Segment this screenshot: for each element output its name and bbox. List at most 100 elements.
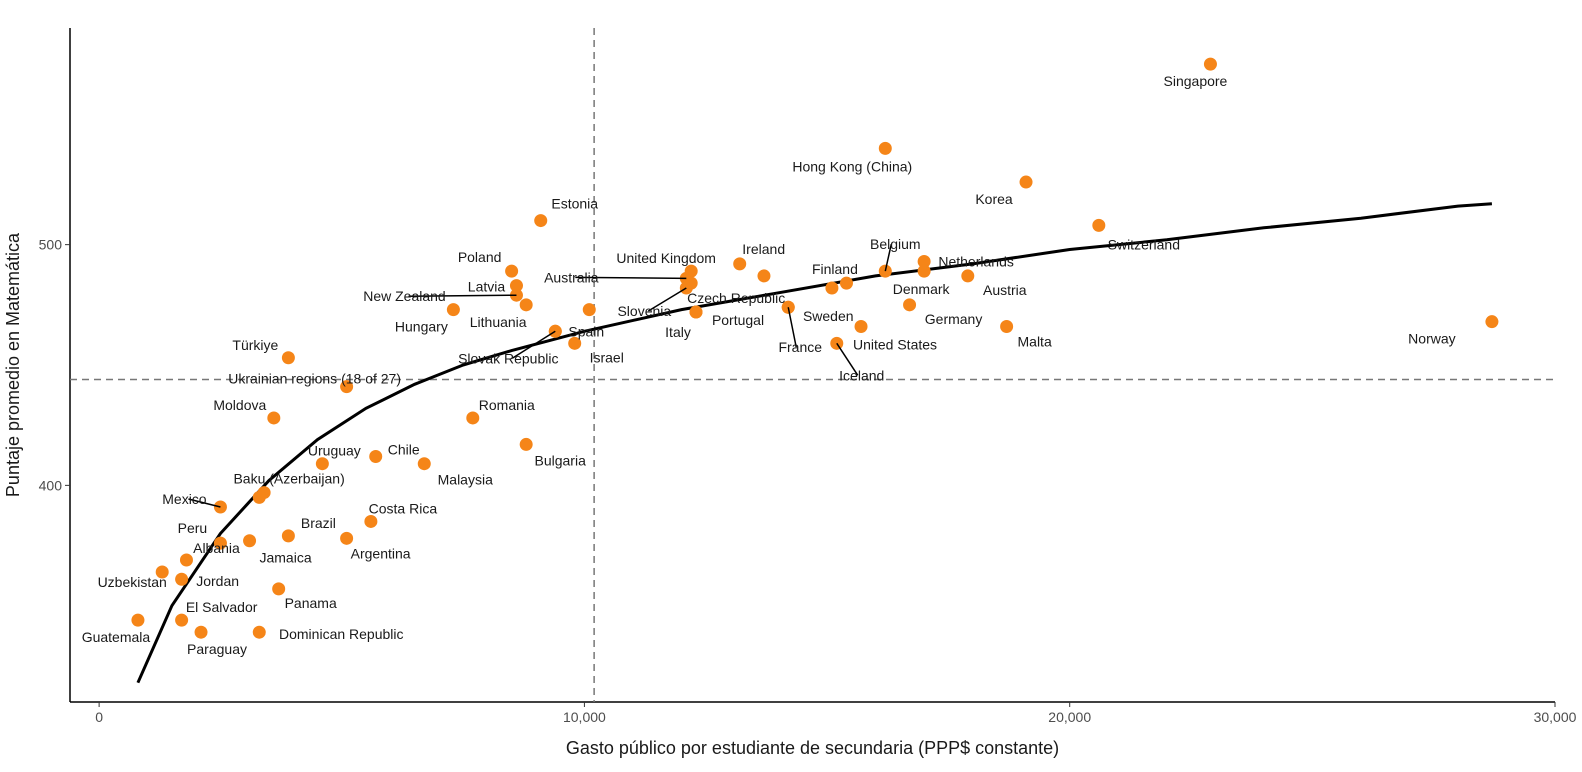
point-label: Ireland	[742, 241, 785, 257]
label-leader-line	[836, 342, 859, 376]
point-label: Latvia	[468, 279, 506, 295]
point-label: Israel	[590, 349, 624, 365]
data-point	[689, 305, 703, 319]
point-label: Hungary	[395, 319, 448, 335]
point-label: Romania	[479, 397, 535, 413]
x-tick-label: 0	[95, 709, 103, 725]
point-label: Bulgaria	[534, 452, 586, 468]
point-label: Moldova	[213, 397, 266, 413]
data-point	[917, 254, 931, 268]
label-leader-line	[408, 294, 517, 297]
point-label: United Kingdom	[616, 250, 716, 266]
data-point	[757, 269, 771, 283]
point-label: Costa Rica	[369, 500, 438, 516]
point-label: Guatemala	[82, 629, 151, 645]
trend-curve	[136, 202, 1493, 684]
point-label: Slovak Republic	[458, 350, 558, 366]
point-label: Germany	[925, 311, 983, 327]
data-point	[1092, 218, 1106, 232]
point-label: Brazil	[301, 515, 336, 531]
data-point	[281, 351, 295, 365]
label-leader-line	[188, 498, 221, 508]
axes: 0 10,000 20,000 30,000 400 500	[39, 28, 1577, 725]
y-ticks: 400 500	[39, 237, 70, 493]
x-ticks: 0 10,000 20,000 30,000	[95, 702, 1577, 725]
point-label: Ukrainian regions (18 of 27)	[228, 371, 401, 387]
data-point	[961, 269, 975, 283]
point-label: Mexico	[162, 491, 207, 507]
point-label: Norway	[1408, 331, 1455, 347]
data-point	[369, 449, 383, 463]
point-labels: Singapore Hong Kong (China) Korea Switzerla…	[82, 73, 1456, 657]
point-label: Baku (Azerbaijan)	[233, 471, 344, 487]
y-axis-title: Puntaje promedio en Matemática	[3, 232, 23, 497]
data-point	[534, 214, 548, 228]
data-point	[839, 276, 853, 290]
data-point	[519, 298, 533, 312]
point-label: Malta	[1018, 333, 1052, 349]
point-label: Uruguay	[308, 443, 361, 459]
data-point	[272, 582, 286, 596]
data-point	[1019, 175, 1033, 189]
label-leader-line	[787, 307, 797, 348]
data-point	[417, 457, 431, 471]
point-label: Estonia	[551, 196, 598, 212]
data-point	[519, 437, 533, 451]
point-label: United States	[853, 336, 937, 352]
point-label: France	[778, 339, 822, 355]
x-tick-label: 20,000	[1048, 709, 1091, 725]
data-point	[446, 303, 460, 317]
point-label: Switzerland	[1108, 236, 1180, 252]
data-point	[340, 531, 354, 545]
point-label: Netherlands	[938, 253, 1014, 269]
label-leader-line	[511, 330, 556, 359]
data-point	[175, 572, 189, 586]
data-point	[213, 536, 227, 550]
point-label: Chile	[388, 441, 420, 457]
data-point	[155, 565, 169, 579]
point-label: Jamaica	[259, 550, 311, 566]
point-label: Panama	[285, 595, 337, 611]
point-label: Albania	[193, 540, 240, 556]
point-label: Korea	[975, 191, 1013, 207]
data-point	[1485, 315, 1499, 329]
data-point	[315, 457, 329, 471]
point-label: Peru	[178, 520, 208, 536]
data-point	[194, 625, 208, 639]
point-label: Spain	[568, 323, 604, 339]
point-label: Jordan	[196, 573, 239, 589]
point-label: Portugal	[712, 312, 764, 328]
point-label: New Zealand	[363, 288, 446, 304]
data-point	[340, 380, 354, 394]
data-point	[175, 613, 189, 627]
data-point	[509, 279, 523, 293]
point-label: Belgium	[870, 236, 921, 252]
data-point	[505, 264, 519, 278]
point-label: Australia	[544, 269, 599, 285]
x-tick-label: 30,000	[1534, 709, 1577, 725]
data-point	[878, 141, 892, 155]
point-label: Austria	[983, 282, 1027, 298]
data-point	[1203, 57, 1217, 71]
data-point	[131, 613, 145, 627]
reference-lines	[70, 28, 1555, 702]
point-label: Hong Kong (China)	[792, 158, 912, 174]
point-label: Poland	[458, 249, 502, 265]
data-point	[281, 529, 295, 543]
data-point	[364, 514, 378, 528]
data-point	[1000, 319, 1014, 333]
x-axis-title: Gasto público por estudiante de secundar…	[566, 738, 1059, 758]
data-point	[568, 336, 582, 350]
point-label: Finland	[812, 261, 858, 277]
data-point	[825, 281, 839, 295]
point-label: Italy	[665, 324, 691, 340]
point-label: El Salvador	[186, 599, 258, 615]
label-leaders	[188, 243, 893, 508]
label-leader-line	[647, 287, 687, 312]
point-label: Argentina	[351, 545, 411, 561]
data-point	[733, 257, 747, 271]
data-point	[466, 411, 480, 425]
data-point	[903, 298, 917, 312]
point-label: Malaysia	[438, 472, 493, 488]
